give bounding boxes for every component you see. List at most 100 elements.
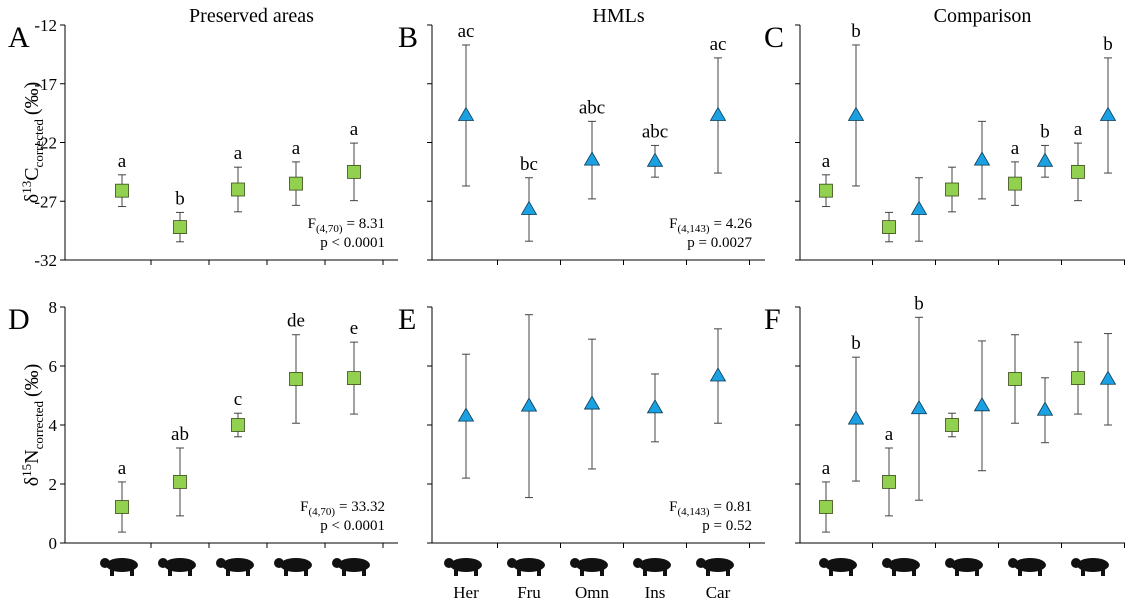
value-label: a <box>885 424 894 445</box>
marker <box>946 419 959 432</box>
y-tick-label: 8 <box>49 298 58 317</box>
icon-leg <box>130 568 134 576</box>
y-tick-label: -17 <box>34 75 57 94</box>
y-tick-label: 2 <box>49 475 58 494</box>
stats-f: F(4,143)= 4.26 <box>669 216 752 235</box>
marker <box>820 501 833 514</box>
stats-df: (4,70) <box>308 506 335 518</box>
stats-f-label: F <box>300 499 308 515</box>
icon-head <box>507 558 517 568</box>
marker <box>116 501 129 514</box>
icon-head <box>1008 558 1018 568</box>
marker <box>1009 177 1022 190</box>
icon-leg <box>955 568 959 576</box>
x-tick-label: Her <box>453 583 479 602</box>
stats-p: p < 0.0001 <box>320 235 385 251</box>
icon-leg <box>362 568 366 576</box>
value-label: b <box>851 21 861 42</box>
panel-label: F <box>764 303 781 336</box>
animal-icon <box>1008 558 1046 576</box>
panel-title: Preserved areas <box>189 5 314 27</box>
y-tick-label: -22 <box>34 134 57 153</box>
marker <box>711 368 726 381</box>
x-tick-label: Ins <box>645 583 666 602</box>
marker <box>883 221 896 234</box>
marker <box>348 165 361 178</box>
marker <box>648 400 663 413</box>
stats-f-value: = 33.32 <box>339 499 385 515</box>
value-label: ac <box>458 21 475 42</box>
animal-icon <box>216 558 254 576</box>
marker <box>459 408 474 421</box>
icon-leg <box>975 568 979 576</box>
y-axis-label: δ15Ncorrected(‰) <box>19 364 46 487</box>
icon-leg <box>600 568 604 576</box>
icon-head <box>216 558 226 568</box>
icon-head <box>945 558 955 568</box>
y-tick-label: -32 <box>34 251 57 270</box>
x-tick-label: Fru <box>517 583 541 602</box>
ylabel-sup: 15 <box>19 464 34 477</box>
stats-f-value: = 8.31 <box>347 216 385 232</box>
value-label: abc <box>579 97 605 118</box>
marker <box>585 152 600 165</box>
marker <box>946 183 959 196</box>
stats-df: (4,70) <box>316 223 343 235</box>
value-label: b <box>851 333 861 354</box>
marker <box>648 153 663 166</box>
value-label: b <box>914 293 924 314</box>
icon-head <box>882 558 892 568</box>
panel-label: B <box>398 21 418 54</box>
icon-head <box>696 558 706 568</box>
icon-leg <box>474 568 478 576</box>
stats-p: p = 0.0027 <box>687 235 752 251</box>
stats-df: (4,143) <box>677 223 709 235</box>
value-label: ac <box>710 34 727 55</box>
animal-icon <box>945 558 983 576</box>
ylabel-sub: corrected <box>31 401 46 450</box>
panel-label: C <box>764 21 784 54</box>
marker <box>912 201 927 214</box>
panel-label: E <box>398 303 416 336</box>
animal-icon <box>570 558 608 576</box>
icon-leg <box>188 568 192 576</box>
icon-leg <box>580 568 584 576</box>
stats-p: p < 0.0001 <box>320 518 385 534</box>
icon-leg <box>726 568 730 576</box>
y-tick-label: 4 <box>49 416 58 435</box>
value-label: abc <box>642 121 668 142</box>
value-label: de <box>287 311 305 332</box>
icon-leg <box>454 568 458 576</box>
value-label: a <box>822 458 831 479</box>
value-label: a <box>350 119 359 140</box>
marker <box>849 107 864 120</box>
icon-leg <box>110 568 114 576</box>
animal-icon <box>1071 558 1109 576</box>
icon-leg <box>912 568 916 576</box>
value-label: ab <box>171 424 189 445</box>
animal-icon <box>696 558 734 576</box>
icon-leg <box>342 568 346 576</box>
icon-leg <box>829 568 833 576</box>
animal-icon <box>274 558 312 576</box>
stats-f-label: F <box>669 216 677 232</box>
icon-leg <box>1018 568 1022 576</box>
panel-title: HMLs <box>592 5 644 27</box>
panel-title: Comparison <box>934 5 1032 27</box>
icon-leg <box>892 568 896 576</box>
marker <box>1038 153 1053 166</box>
icon-leg <box>1038 568 1042 576</box>
marker <box>585 396 600 409</box>
icon-head <box>332 558 342 568</box>
value-label: a <box>1074 119 1083 140</box>
animal-icon <box>332 558 370 576</box>
value-label: a <box>822 151 831 172</box>
icon-head <box>633 558 643 568</box>
animal-icon <box>444 558 482 576</box>
panel-label: D <box>8 303 30 336</box>
marker <box>1101 107 1116 120</box>
animal-icon <box>633 558 671 576</box>
value-label: bc <box>520 154 538 175</box>
marker <box>975 398 990 411</box>
value-label: a <box>1011 138 1020 159</box>
